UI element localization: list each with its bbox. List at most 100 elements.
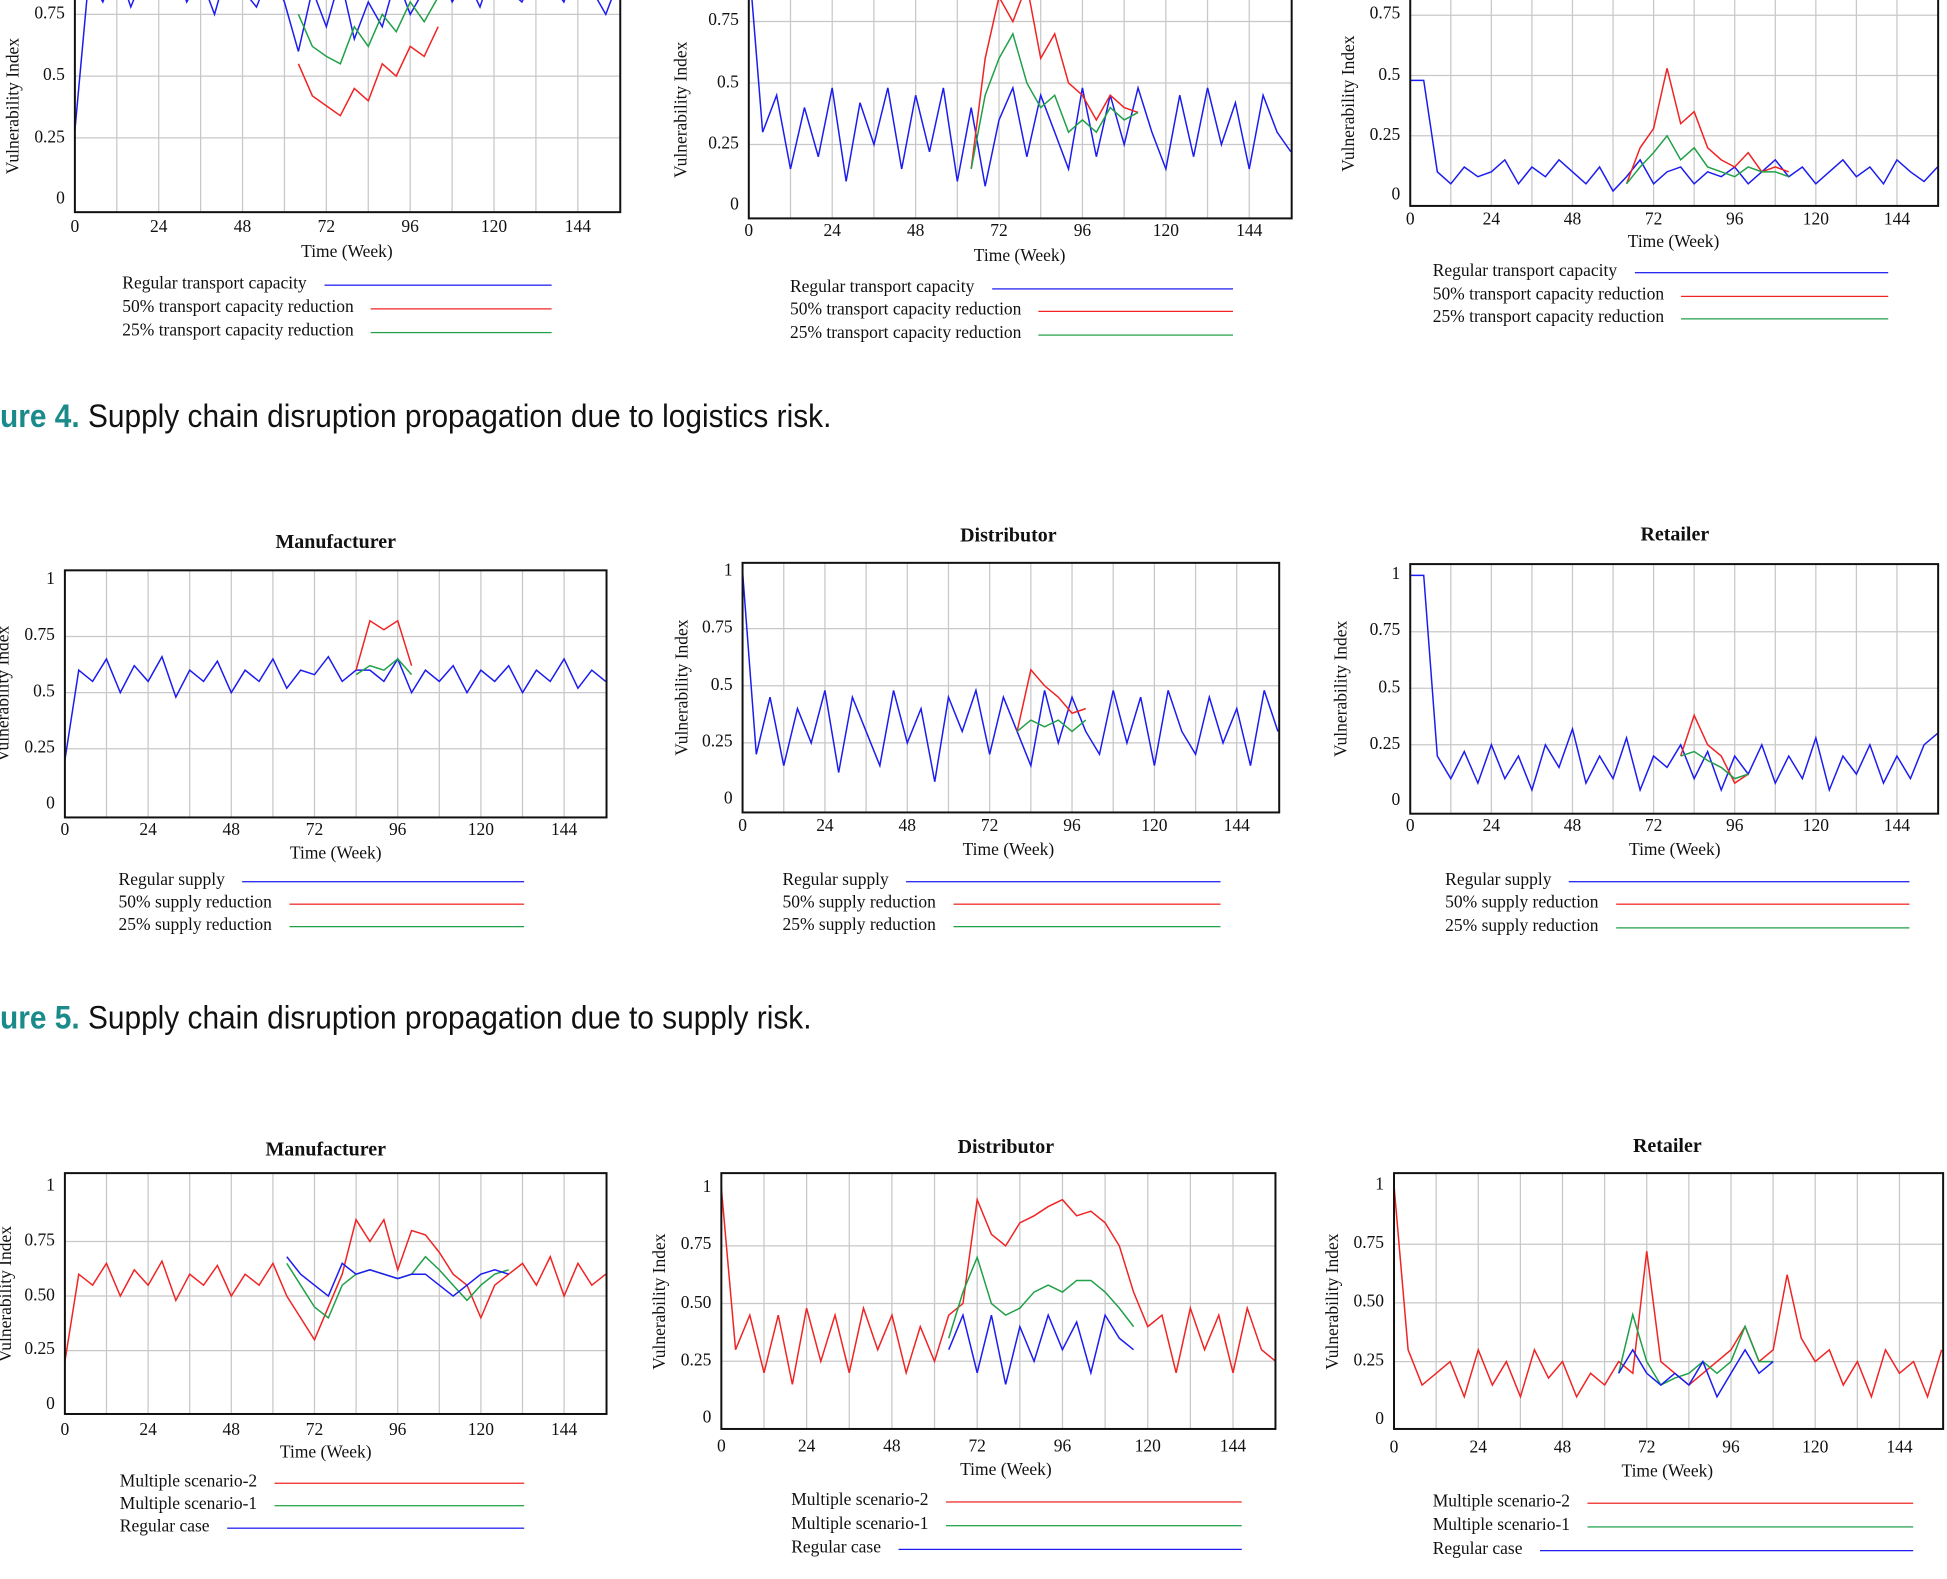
series-line-blue	[948, 1312, 1135, 1385]
legend-item: Multiple scenario-2	[791, 1491, 1242, 1511]
x-tick-label: 120	[1802, 1438, 1829, 1458]
legend-swatch	[274, 1504, 525, 1506]
y-tick-label: 0	[723, 789, 733, 809]
figure-4-caption: ure 4. Supply chain disruption propagati…	[0, 397, 831, 436]
series-line-green	[355, 657, 413, 676]
legend-item: Regular supply	[1445, 871, 1910, 891]
series-line-red	[355, 619, 413, 671]
series-line-red	[297, 26, 439, 117]
figure-4-text: Supply chain disruption propagation due …	[79, 396, 832, 435]
y-tick-label: 1	[1375, 1175, 1385, 1195]
x-tick-label: 48	[222, 821, 241, 840]
x-tick-label: 24	[149, 218, 168, 238]
series-line-blue	[64, 654, 607, 761]
y-tick-label: 0.5	[33, 682, 55, 702]
x-tick-label: 48	[883, 1437, 901, 1457]
x-tick-label: 0	[744, 222, 754, 241]
x-tick-label: 144	[550, 1421, 578, 1441]
legend-item: Regular supply	[119, 871, 525, 891]
legend-swatch	[946, 1500, 1242, 1502]
legend-label: Multiple scenario-2	[119, 1472, 258, 1492]
legend-label: 25% transport capacity reduction	[1432, 308, 1665, 327]
legend-swatch	[371, 307, 552, 309]
legend-swatch	[953, 925, 1221, 927]
y-tick-label: 0.25	[708, 134, 739, 154]
legend-item: Regular supply	[782, 871, 1221, 891]
x-tick-label: 72	[980, 817, 999, 837]
x-tick-label: 24	[139, 821, 157, 840]
legend-label: 25% supply reduction	[1445, 917, 1599, 936]
y-tick-label: 0.5	[716, 73, 739, 92]
y-tick-label: 0.25	[702, 732, 733, 752]
y-tick-label: 0	[46, 1395, 55, 1414]
x-axis-label: Time (Week)	[960, 1461, 1052, 1481]
x-tick-label: 72	[990, 222, 1008, 241]
legend-swatch	[1616, 902, 1910, 905]
y-tick-label: 0.50	[680, 1293, 712, 1313]
plot-frame	[747, 0, 1293, 220]
x-tick-label: 0	[716, 1437, 726, 1457]
x-tick-label: 120	[1152, 222, 1179, 241]
y-axis-label: Vulnerability Index	[651, 1232, 671, 1370]
x-tick-label: 48	[906, 222, 925, 241]
legend-label: Multiple scenario-2	[791, 1491, 929, 1511]
x-tick-label: 120	[1802, 210, 1829, 230]
x-tick-label: 48	[233, 218, 252, 238]
legend-label: Regular case	[119, 1517, 210, 1537]
y-tick-label: 0.75	[24, 626, 55, 646]
series-line-green	[1016, 719, 1087, 733]
legend-swatch	[953, 902, 1221, 905]
x-axis-label: Time (Week)	[1621, 1462, 1714, 1482]
legend-label: Regular transport capacity	[1432, 262, 1618, 281]
y-tick-label: 0.75	[24, 1231, 55, 1251]
x-tick-label: 96	[1725, 817, 1744, 837]
y-tick-label: 0.75	[702, 618, 733, 638]
series-line-red	[64, 1217, 607, 1362]
x-tick-label: 72	[968, 1437, 986, 1457]
legend-label: Regular case	[791, 1538, 881, 1558]
x-tick-label: 96	[1063, 817, 1081, 837]
legend-swatch	[906, 880, 1221, 882]
y-tick-label: 1	[46, 570, 55, 590]
y-axis-label: Vulnerability Index	[673, 619, 693, 756]
y-tick-label: 1	[723, 561, 733, 581]
x-tick-label: 48	[1563, 817, 1582, 837]
x-tick-label: 96	[1073, 222, 1092, 241]
legend-label: 50% transport capacity reduction	[789, 300, 1022, 320]
series-line-red	[970, 0, 1139, 170]
y-axis-label: Vulnerability Index	[1324, 1232, 1343, 1370]
legend-swatch	[1539, 1549, 1914, 1551]
legend-swatch	[1634, 271, 1889, 273]
x-tick-label: 24	[1482, 210, 1501, 230]
x-tick-label: 96	[1722, 1438, 1740, 1458]
y-tick-label: 0	[730, 195, 739, 215]
series-line-green	[1680, 750, 1749, 780]
x-tick-label: 72	[1644, 210, 1663, 230]
x-axis-label: Time (Week)	[289, 844, 382, 864]
legend-item: 25% supply reduction	[119, 916, 525, 936]
x-tick-label: 0	[1405, 817, 1415, 837]
chart-title: Retailer	[1632, 1135, 1702, 1157]
x-tick-label: 144	[1883, 817, 1911, 837]
legend-swatch	[1568, 880, 1910, 882]
y-tick-label: 0.75	[1369, 621, 1401, 641]
series-line-blue	[751, 0, 1292, 187]
legend-item: 25% transport capacity reduction	[790, 324, 1234, 344]
legend-swatch	[1587, 1501, 1914, 1504]
y-axis-label: Vulnerability Index	[0, 625, 14, 763]
legend-swatch	[289, 925, 525, 927]
legend-label: Multiple scenario-2	[1432, 1492, 1571, 1512]
legend-swatch	[1681, 317, 1889, 319]
y-tick-label: 0.75	[680, 1235, 712, 1255]
series-line-green	[297, 0, 438, 65]
x-tick-label: 144	[1223, 817, 1250, 837]
legend-label: Regular transport capacity	[122, 274, 307, 294]
legend-item: 50% transport capacity reduction	[789, 300, 1234, 321]
legend-swatch	[1038, 310, 1234, 312]
y-tick-label: 0.50	[24, 1286, 55, 1305]
x-tick-label: 48	[1553, 1438, 1572, 1458]
legend-label: 25% supply reduction	[782, 916, 936, 935]
legend-item: Regular case	[1433, 1540, 1914, 1560]
legend-item: Multiple scenario-2	[1432, 1492, 1914, 1513]
